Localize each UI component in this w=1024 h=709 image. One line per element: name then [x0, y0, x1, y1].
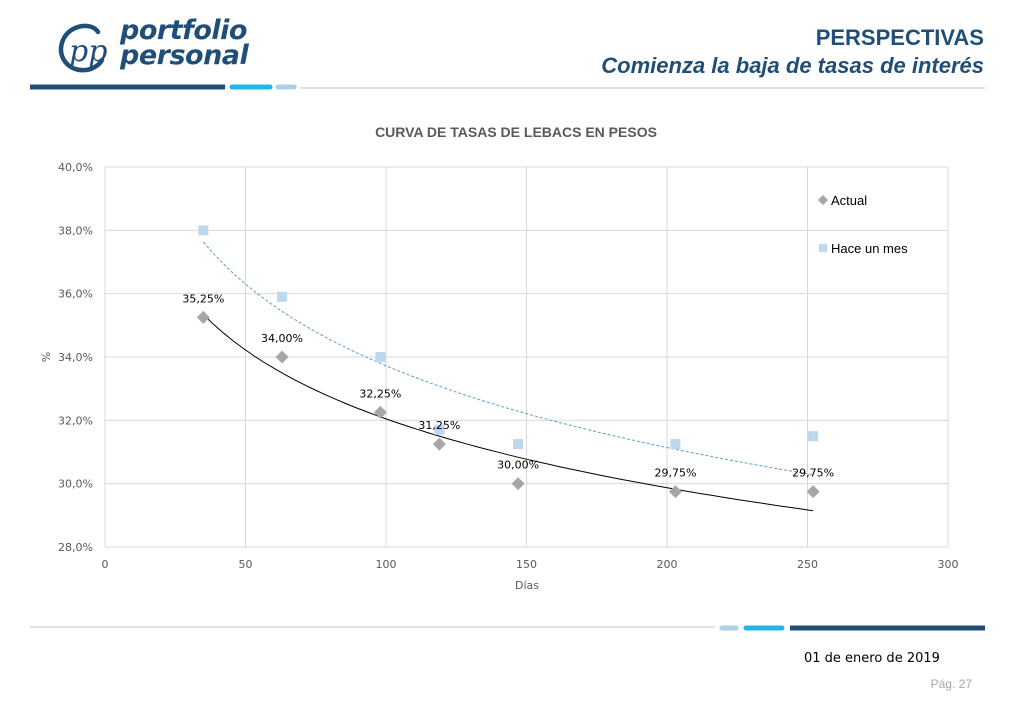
point-hace-un-mes	[277, 291, 288, 302]
legend-marker-hace-un-mes	[819, 244, 827, 252]
x-tick-label: 150	[516, 558, 537, 571]
point-hace-un-mes	[670, 439, 681, 450]
point-hace-un-mes	[808, 431, 819, 442]
trendline-actual	[203, 314, 814, 512]
y-tick-label: 28,0%	[58, 541, 93, 554]
x-tick-label: 100	[376, 558, 397, 571]
page-title: PERSPECTIVAS	[815, 25, 984, 50]
brand-logo: pp portfolio personal	[56, 17, 249, 80]
point-actual	[196, 310, 210, 324]
chart-grid	[104, 166, 949, 548]
x-tick-label: 0	[102, 558, 109, 571]
point-actual	[668, 485, 682, 499]
point-hace-un-mes	[375, 352, 386, 362]
y-tick-label: 40,0%	[58, 161, 93, 174]
data-label-actual: 30,00%	[497, 459, 539, 472]
y-tick-label: 32,0%	[58, 414, 93, 427]
logo-wordmark: portfolio personal	[120, 15, 249, 71]
header: PERSPECTIVAS Comienza la baja de tasas d…	[601, 24, 984, 80]
logo-line1: portfolio	[120, 15, 247, 46]
chart-ticks: 28,0% 30,0% 32,0% 34,0% 36,0% 38,0% 40,0% 0 50 10…	[58, 161, 958, 571]
trendline-hace-un-mes	[203, 241, 814, 476]
page-number: Pág. 27	[930, 677, 972, 691]
report-date: 01 de enero de 2019	[804, 651, 940, 666]
x-tick-label: 200	[657, 558, 678, 571]
point-actual	[432, 437, 446, 451]
decor-bars	[30, 84, 985, 631]
chart-data-labels: 35,25% 34,00% 32,25% 31,25% 30,00% 29,75% 29,7…	[182, 292, 834, 479]
data-label-actual: 35,25%	[182, 292, 224, 305]
point-actual	[511, 477, 525, 491]
page-subtitle: Comienza la baja de tasas de interés	[601, 53, 984, 78]
logo-line2: personal	[120, 40, 249, 71]
x-tick-label: 250	[797, 558, 818, 571]
x-tick-label: 300	[938, 558, 959, 571]
y-tick-label: 38,0%	[58, 224, 93, 237]
data-label-actual: 29,75%	[792, 467, 834, 480]
legend-entry: Actual	[831, 193, 867, 208]
y-tick-label: 36,0%	[58, 288, 93, 301]
chart-legend: Actual Hace un mes	[818, 193, 908, 256]
chart-title: CURVA DE TASAS DE LEBACS EN PESOS	[375, 124, 657, 140]
y-tick-label: 34,0%	[58, 351, 93, 364]
data-label-actual: 34,00%	[261, 332, 303, 345]
point-hace-un-mes	[513, 439, 524, 450]
point-actual	[373, 405, 387, 419]
y-tick-label: 30,0%	[58, 478, 93, 491]
legend-entry: Hace un mes	[831, 241, 908, 256]
data-label-actual: 32,25%	[359, 387, 401, 400]
y-axis-label: %	[40, 352, 53, 362]
point-actual	[806, 485, 820, 499]
point-hace-un-mes	[434, 424, 445, 435]
x-axis-label: Días	[515, 579, 539, 592]
point-hace-un-mes	[198, 225, 209, 236]
chart-points	[196, 225, 820, 499]
x-tick-label: 50	[239, 558, 253, 571]
logo-monogram: pp	[69, 34, 107, 69]
data-label-actual: 31,25%	[418, 419, 460, 432]
monogram-icon: pp	[58, 23, 107, 73]
data-label-actual: 29,75%	[654, 467, 696, 480]
legend-marker-actual	[818, 195, 828, 205]
chart-trendlines	[203, 241, 814, 512]
point-actual	[275, 350, 289, 364]
